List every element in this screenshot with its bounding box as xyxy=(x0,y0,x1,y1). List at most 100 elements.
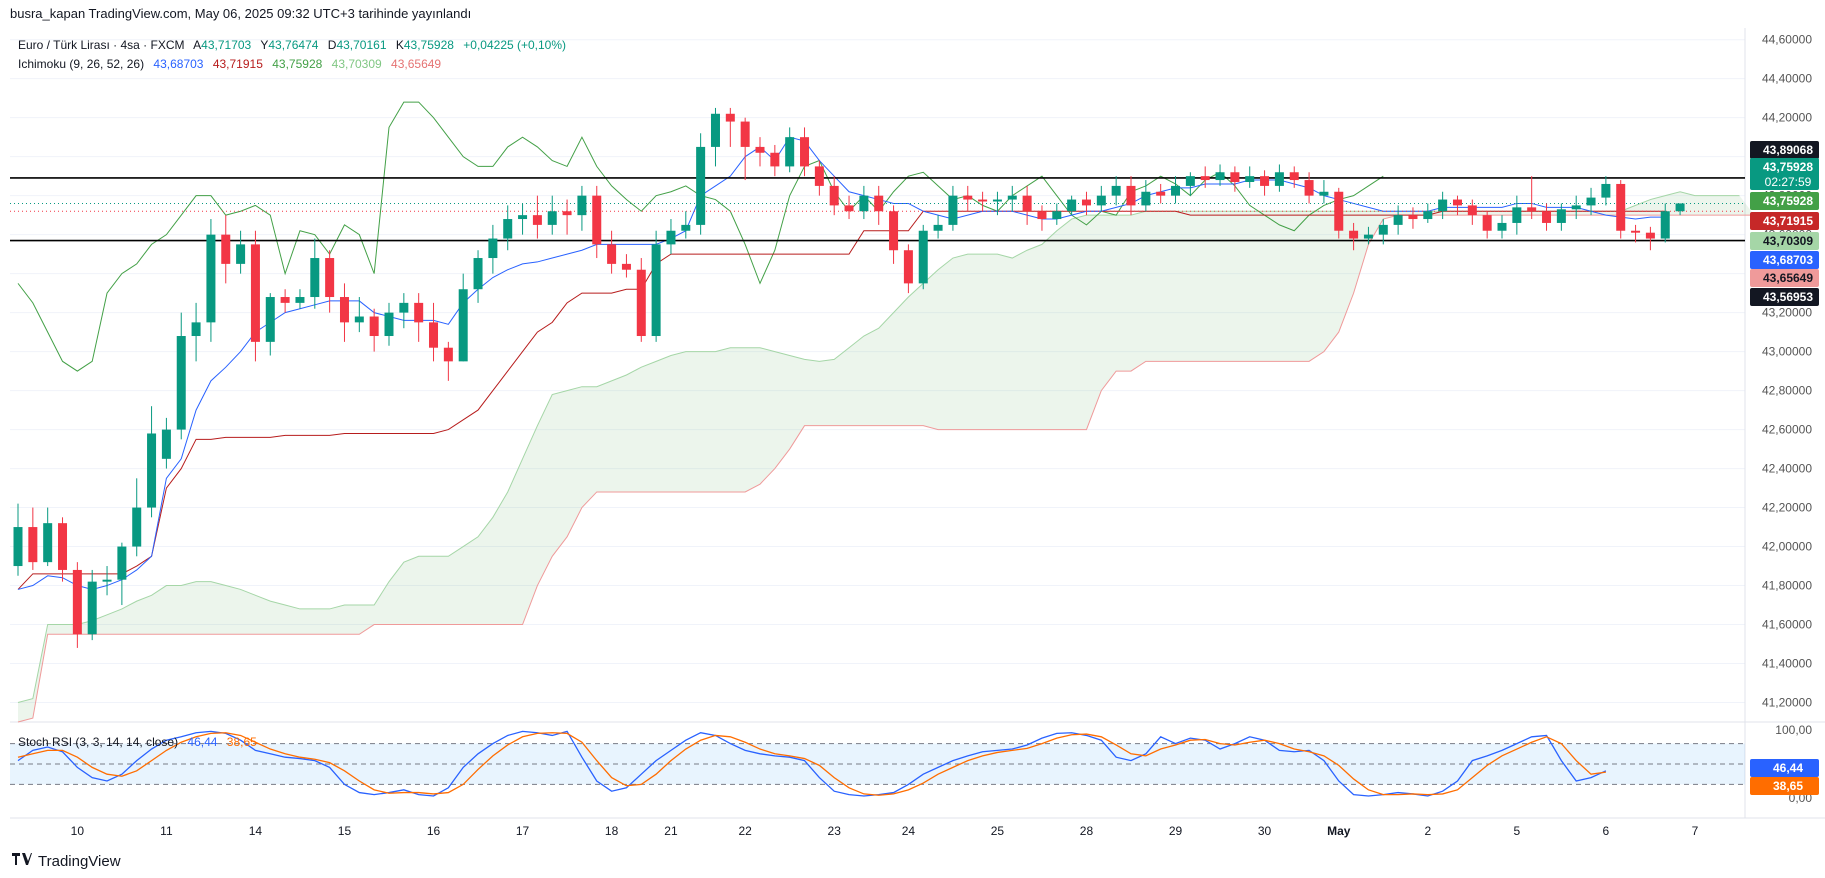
candle-body xyxy=(1467,205,1477,216)
time-tick-label: 11 xyxy=(160,824,173,838)
candle-body xyxy=(1274,172,1284,186)
candle-body xyxy=(889,211,899,251)
candle-body xyxy=(310,258,320,298)
candle-body xyxy=(176,336,186,430)
candle-body xyxy=(1230,172,1240,183)
time-tick-label: 5 xyxy=(1513,824,1520,838)
candle-body xyxy=(963,195,973,200)
candle-body xyxy=(651,244,661,337)
candle-body xyxy=(1200,176,1210,181)
candle-body xyxy=(800,137,810,167)
ichimoku-spana-value: 43,70309 xyxy=(331,57,382,71)
time-tick-label: May xyxy=(1327,824,1351,838)
price-tick-label: 42,20000 xyxy=(1762,501,1812,515)
stoch-title: Stoch RSI (3, 3, 14, 14, close) xyxy=(18,735,179,749)
candle-body xyxy=(250,244,260,342)
tradingview-brand[interactable]: TradingView xyxy=(12,852,121,870)
ichimoku-cloud xyxy=(18,191,1755,722)
candle-body xyxy=(1171,185,1181,196)
price-tick-label: 42,80000 xyxy=(1762,384,1812,398)
candle-body xyxy=(503,219,513,239)
candle-body xyxy=(1601,183,1611,198)
candle-body xyxy=(948,195,958,225)
candle-body xyxy=(87,581,97,635)
candle-body xyxy=(102,579,112,582)
stoch-legend[interactable]: Stoch RSI (3, 3, 14, 14, close) 46,44 38… xyxy=(18,735,263,749)
price-tick-label: 44,20000 xyxy=(1762,111,1812,125)
high-value: 43,76474 xyxy=(268,38,319,52)
candle-body xyxy=(1007,195,1017,200)
stoch-value-text: 46,44 xyxy=(1773,761,1803,775)
candle-body xyxy=(1215,172,1225,181)
candle-body xyxy=(681,224,691,231)
time-tick-label: 21 xyxy=(664,824,678,838)
candle-body xyxy=(1067,199,1077,212)
candle-body xyxy=(532,215,542,225)
price-label-badge xyxy=(1750,141,1819,159)
candle-body xyxy=(325,258,335,298)
price-label-text: 43,71915 xyxy=(1763,214,1813,228)
price-label-badge xyxy=(1750,158,1819,190)
price-label-text: 43,70309 xyxy=(1763,234,1813,248)
price-label-text: 43,75928 xyxy=(1763,194,1813,208)
candle-body xyxy=(265,297,275,342)
candle-body xyxy=(429,322,439,348)
price-label-badge xyxy=(1750,212,1819,230)
time-tick-label: 23 xyxy=(828,824,842,838)
candle-body xyxy=(1527,207,1537,212)
price-legend: Euro / Türk Lirası · 4sa · FXCM A43,7170… xyxy=(18,38,572,52)
candle-body xyxy=(1497,222,1507,231)
price-tick-label: 41,60000 xyxy=(1762,618,1812,632)
candle-body xyxy=(147,433,157,508)
time-tick-label: 14 xyxy=(249,824,263,838)
time-tick-label: 16 xyxy=(427,824,441,838)
time-tick-label: 6 xyxy=(1603,824,1610,838)
candle-body xyxy=(1289,172,1299,181)
candle-body xyxy=(1319,191,1329,196)
candle-body xyxy=(1096,195,1106,206)
close-label: K xyxy=(395,38,404,52)
candle-body xyxy=(992,199,1002,202)
time-tick-label: 17 xyxy=(516,824,530,838)
candle-body xyxy=(1111,185,1121,196)
candle-body xyxy=(236,244,246,264)
candle-body xyxy=(161,429,171,459)
price-tick-label: 42,40000 xyxy=(1762,462,1812,476)
candle-body xyxy=(1378,224,1388,235)
candle-body xyxy=(191,322,201,337)
candle-body xyxy=(978,199,988,202)
time-tick-label: 29 xyxy=(1169,824,1183,838)
publish-caption: busra_kapan TradingView.com, May 06, 202… xyxy=(10,6,472,21)
candle-body xyxy=(725,113,735,122)
candle-body xyxy=(1126,185,1136,206)
candle-body xyxy=(1245,176,1255,183)
candle-body xyxy=(547,211,557,225)
candle-body xyxy=(1631,230,1641,233)
candle-body xyxy=(1438,199,1448,212)
stoch-value-badge xyxy=(1750,777,1819,795)
time-tick-label: 18 xyxy=(605,824,619,838)
candle-body xyxy=(58,523,68,570)
candle-body xyxy=(844,205,854,212)
candle-body xyxy=(1452,199,1462,206)
price-tick-label: 44,40000 xyxy=(1762,72,1812,86)
ohlc-values: A43,71703 Y43,76474 D43,70161 K43,75928 … xyxy=(193,38,572,52)
stoch-k-value: 46,44 xyxy=(187,735,218,749)
candle-body xyxy=(770,152,780,167)
candle-body xyxy=(384,312,394,337)
ichimoku-lines xyxy=(17,101,1755,723)
candle-body xyxy=(636,269,646,337)
time-tick-label: 24 xyxy=(902,824,916,838)
candle-body xyxy=(399,302,409,313)
time-tick-label: 30 xyxy=(1258,824,1272,838)
candle-body xyxy=(1512,207,1522,223)
candle-body xyxy=(280,297,290,303)
candle-body xyxy=(903,250,913,284)
high-label: Y xyxy=(260,38,269,52)
symbol-title[interactable]: Euro / Türk Lirası · 4sa · FXCM xyxy=(18,38,185,52)
kijun-line xyxy=(17,210,1666,590)
candle-body xyxy=(339,297,349,323)
ichimoku-legend[interactable]: Ichimoku (9, 26, 52, 26) 43,68703 43,719… xyxy=(18,57,447,71)
change-value: +0,04225 (+0,10%) xyxy=(463,38,567,52)
